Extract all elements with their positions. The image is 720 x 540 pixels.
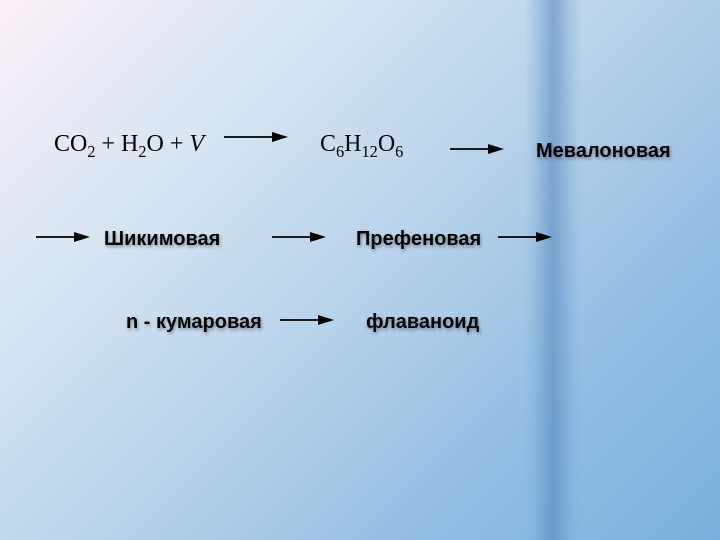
arrow-icon: [36, 230, 90, 244]
formula-lhs: CO2 + H2O + V: [54, 131, 204, 158]
label-shikimovaya: Шикимовая: [104, 228, 220, 251]
arrow-icon: [450, 142, 504, 156]
label-prefenovaya: Префеновая: [356, 228, 481, 251]
side-band: [524, 0, 582, 540]
label-n-kumarovaya: n - кумаровая: [126, 311, 262, 334]
label-flavanoid: флаваноид: [366, 311, 479, 334]
slide: CO2 + H2O + V C6H12O6 Мевалоновая Шикимо…: [0, 0, 720, 540]
formula-rhs: C6H12O6: [320, 131, 403, 158]
label-mevalonovaya: Мевалоновая: [536, 140, 671, 163]
arrow-icon: [224, 130, 288, 144]
arrow-icon: [272, 230, 326, 244]
arrow-icon: [280, 313, 334, 327]
